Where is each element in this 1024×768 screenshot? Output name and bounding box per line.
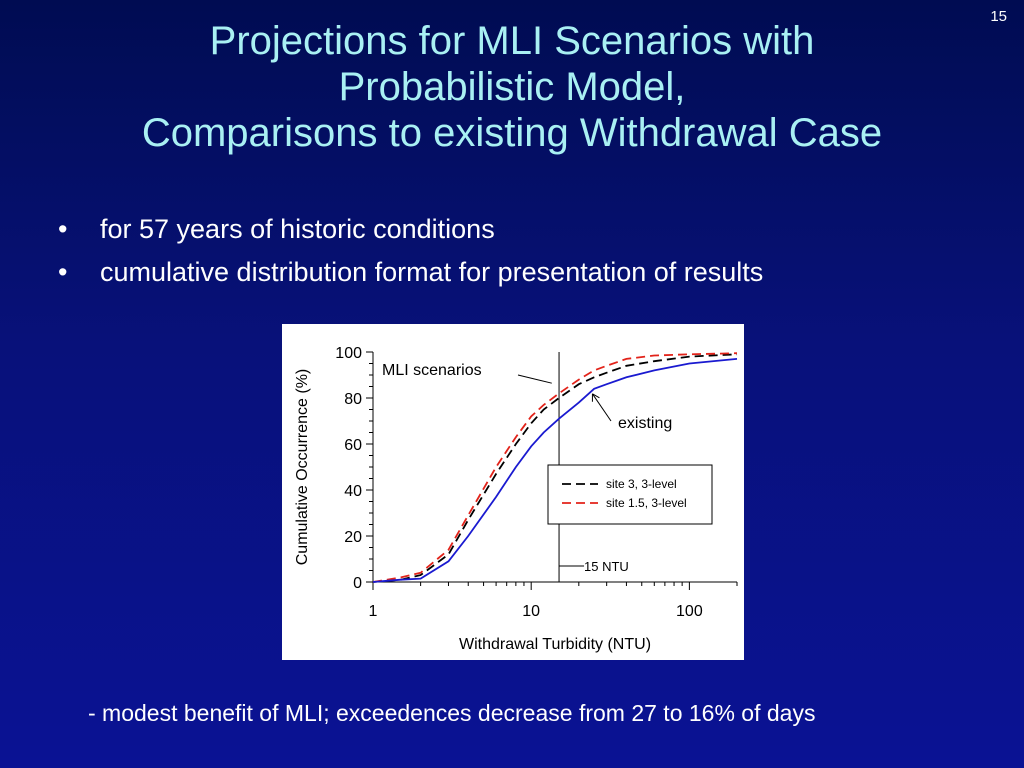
bullet-list: • for 57 years of historic conditions • cu… (58, 208, 763, 294)
y-tick-label: 80 (344, 391, 362, 408)
y-tick-label: 60 (344, 437, 362, 454)
y-tick-label: 100 (335, 345, 362, 362)
chart-panel: 0 20 40 60 80 100 1 10 100 Withdrawal Turbidity (… (282, 324, 744, 660)
y-tick-label: 20 (344, 529, 362, 546)
cumulative-chart: 0 20 40 60 80 100 1 10 100 Withdrawal Turbidity (… (294, 345, 738, 653)
annotation-arrow (592, 393, 612, 422)
legend-label: site 1.5, 3-level (606, 496, 687, 510)
x-tick-label: 10 (522, 603, 540, 620)
legend-box (547, 464, 713, 525)
title-line: Probabilistic Model, (338, 65, 686, 109)
x-axis-label: Withdrawal Turbidity (NTU) (459, 636, 651, 653)
slide-number: 15 (990, 8, 1007, 25)
annotation-mli-scenarios: MLI scenarios (382, 362, 482, 379)
title-line: Projections for MLI Scenarios with (209, 19, 815, 63)
bullet-text: for 57 years of historic conditions (100, 214, 495, 244)
reference-line-label: 15 NTU (584, 559, 629, 574)
x-tick-label: 1 (369, 603, 378, 620)
series-line (372, 353, 738, 583)
arrowhead (591, 393, 600, 402)
title-line: Comparisons to existing Withdrawal Case (141, 111, 883, 155)
bullet-item: • cumulative distribution format for pres… (58, 251, 763, 294)
bullet-item: • for 57 years of historic conditions (58, 208, 763, 251)
y-tick-label: 40 (344, 483, 362, 500)
footnote: - modest benefit of MLI; exceedences dec… (88, 700, 816, 726)
y-tick-label: 0 (353, 575, 362, 592)
bullet-dot-icon: • (58, 257, 68, 287)
legend-label: site 3, 3-level (606, 477, 677, 491)
annotation-arrow (517, 374, 552, 384)
slide-title: Projections for MLI Scenarios with Proba… (0, 18, 1024, 156)
annotation-existing: existing (618, 415, 672, 432)
series-line (372, 352, 738, 583)
x-tick-label: 100 (676, 603, 703, 620)
series-line (372, 358, 738, 583)
y-axis-label: Cumulative Occurrence (%) (294, 369, 311, 566)
bullet-text: cumulative distribution format for prese… (100, 257, 764, 287)
bullet-dot-icon: • (58, 214, 68, 244)
